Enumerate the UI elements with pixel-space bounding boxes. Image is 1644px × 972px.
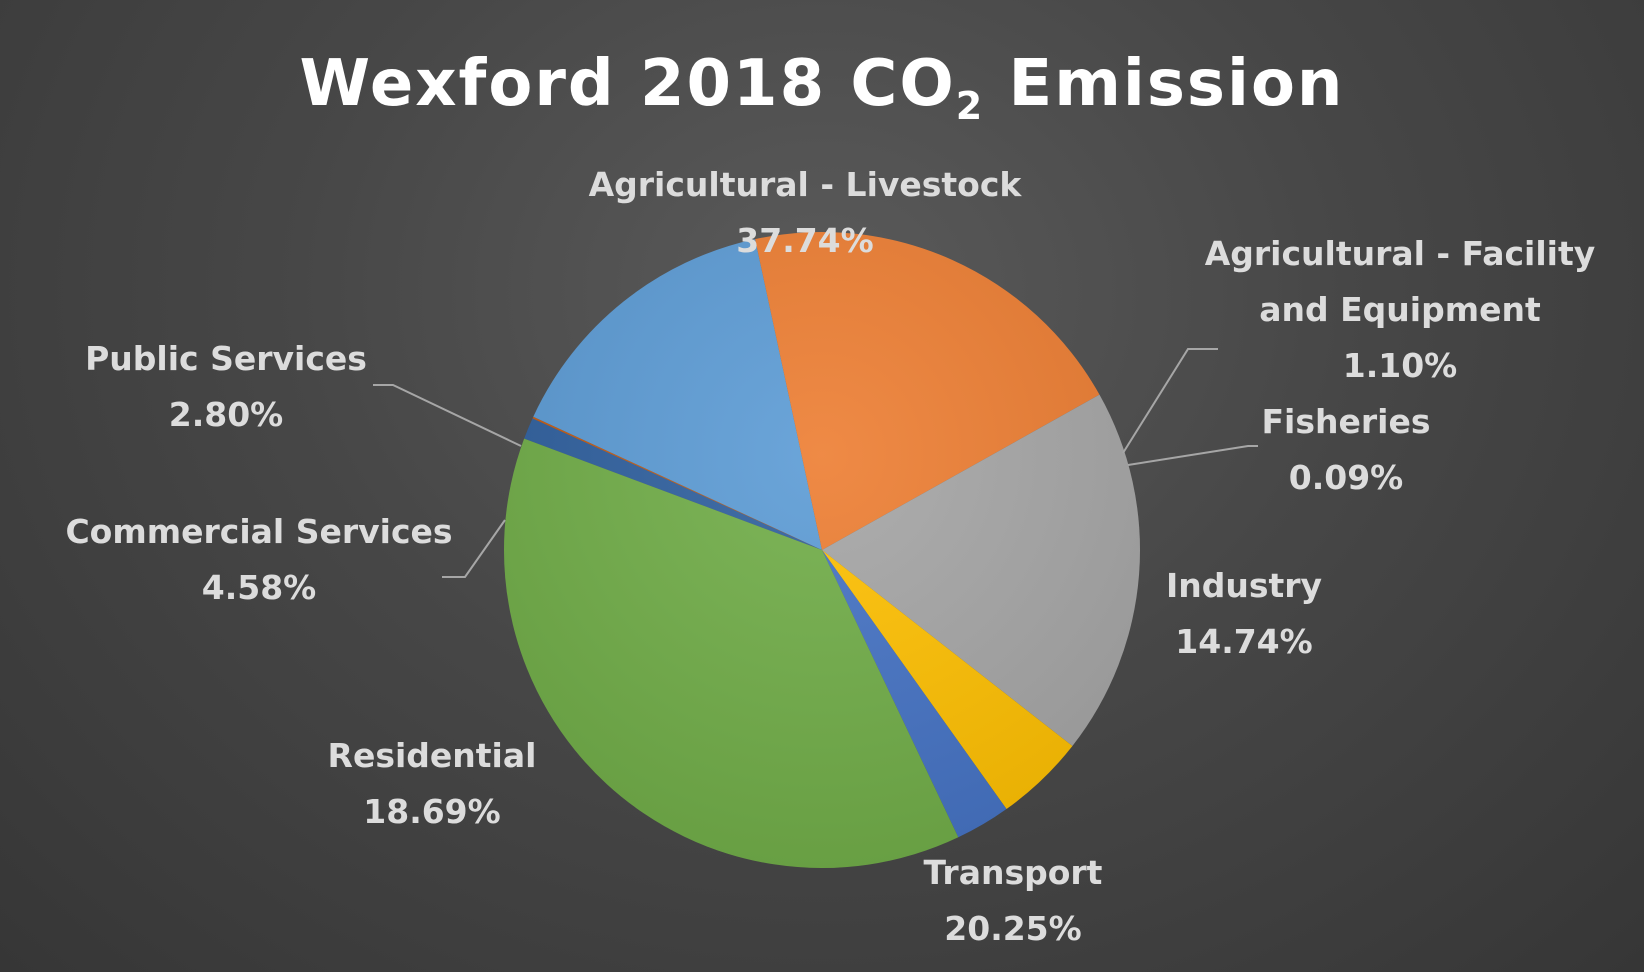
slice-category-label-0: and Equipment — [1259, 290, 1541, 329]
slice-value-label-6: 2.80% — [169, 395, 284, 434]
slice-category-label-0: Agricultural - Facility — [1205, 234, 1596, 273]
slice-value-label-3: 20.25% — [944, 909, 1081, 948]
leader-line-5 — [442, 519, 506, 578]
leader-line-6 — [373, 384, 522, 447]
slice-category-label-3: Transport — [924, 853, 1103, 892]
slice-value-label-0: 1.10% — [1343, 346, 1458, 385]
slice-category-label-2: Industry — [1166, 566, 1322, 605]
slice-value-label-1: 0.09% — [1289, 458, 1404, 497]
slice-category-label-6: Public Services — [85, 339, 367, 378]
leader-line-1 — [1127, 445, 1258, 466]
slice-value-label-4: 18.69% — [363, 792, 500, 831]
slice-category-label-5: Commercial Services — [65, 512, 452, 551]
slice-value-label-5: 4.58% — [202, 568, 317, 607]
slice-value-label-7: 37.74% — [736, 221, 873, 260]
chart-title-subscript: 2 — [956, 84, 984, 128]
slice-category-label-1: Fisheries — [1262, 402, 1431, 441]
data-labels: Agricultural - Facility and Equipment 1.10… — [65, 165, 1595, 948]
leader-line-0 — [1122, 348, 1218, 454]
slice-category-label-7: Agricultural - Livestock — [589, 165, 1023, 204]
chart-title: Wexford 2018 CO2 Emission — [300, 47, 1345, 128]
pie-slices — [504, 232, 1140, 868]
slice-value-label-2: 14.74% — [1175, 622, 1312, 661]
chart-title-main: Wexford 2018 CO — [300, 47, 956, 121]
chart-title-suffix: Emission — [984, 47, 1344, 121]
leader-lines — [373, 348, 1258, 578]
slice-category-label-4: Residential — [328, 736, 537, 775]
